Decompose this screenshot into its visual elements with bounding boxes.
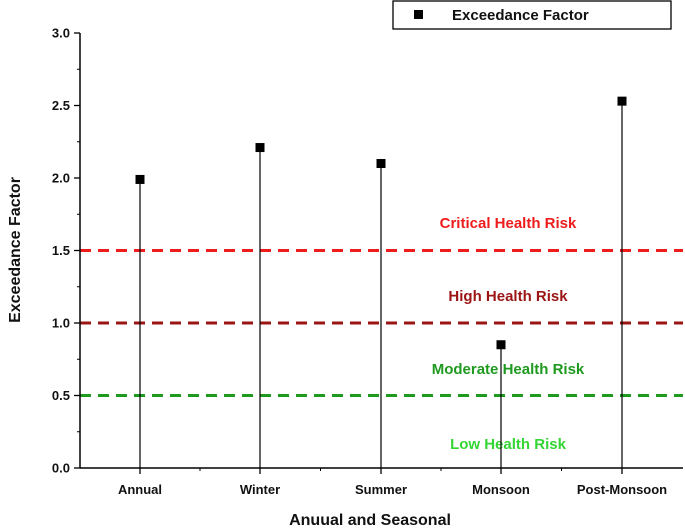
y-tick-label: 0.5 [52,388,70,403]
data-point [135,174,145,184]
data-point [496,340,506,350]
y-tick-label: 2.0 [52,171,70,186]
risk-zone-label: Low Health Risk [450,436,567,453]
threshold-lines [80,249,683,397]
y-axis-title: Exceedance Factor [7,177,24,323]
y-tick-label: 1.0 [52,316,70,331]
x-axis-title: Anuual and Seasonal [289,512,451,529]
risk-zone-labels: Critical Health Risk High Health Risk Mode… [432,215,585,453]
x-tick-label: Monsoon [472,482,530,497]
x-tick-label: Post-Monsoon [577,482,667,497]
y-axis-ticks: 0.0 0.5 1.0 1.5 2.0 2.5 3.0 [52,26,80,476]
data-point [255,143,265,153]
data-point [617,96,627,106]
risk-zone-label: Critical Health Risk [440,215,577,232]
risk-zone-label: Moderate Health Risk [432,361,585,378]
y-tick-label: 3.0 [52,26,70,41]
y-tick-label: 1.5 [52,243,70,258]
legend-marker-square [414,10,423,19]
data-points [135,96,627,350]
drop-lines [139,101,623,468]
y-tick-label: 2.5 [52,98,70,113]
data-point [376,159,386,168]
legend-entry-exceedance-factor: Exceedance Factor [452,7,589,24]
x-axis-ticks: Annual Winter Summer Monsoon Post-Monsoon [118,468,667,497]
legend: Exceedance Factor [392,0,672,30]
x-tick-label: Annual [118,482,162,497]
x-tick-label: Winter [240,482,280,497]
risk-zone-label: High Health Risk [448,288,568,305]
legend-frame [392,0,672,30]
x-tick-label: Summer [355,482,407,497]
y-tick-label: 0.0 [52,461,70,476]
